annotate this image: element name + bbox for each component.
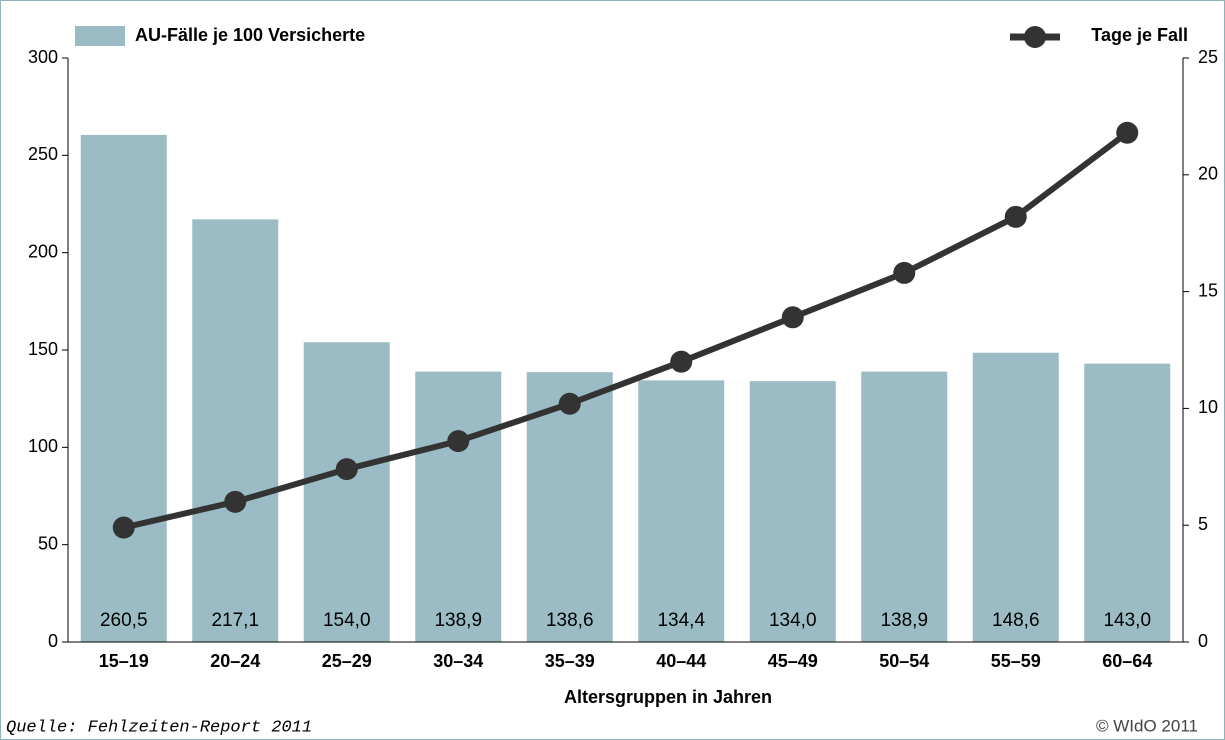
y2-tick-label: 0: [1198, 631, 1208, 651]
data-label: 217,1: [211, 610, 259, 631]
x-tick-label: 25–29: [322, 651, 372, 671]
bar: [861, 371, 948, 642]
bar: [1084, 363, 1171, 642]
x-axis-label: Altersgruppen in Jahren: [564, 687, 772, 707]
line-marker: [558, 392, 581, 415]
legend-label: Tage je Fall: [1091, 25, 1188, 45]
bar: [303, 342, 390, 642]
legend-marker: [1024, 26, 1046, 48]
data-label: 260,5: [100, 610, 148, 631]
legend-swatch: [75, 26, 125, 46]
line-marker: [893, 261, 916, 284]
line-marker: [224, 490, 247, 513]
data-label: 148,6: [992, 610, 1040, 631]
y-tick-label: 0: [48, 631, 58, 651]
data-label: 154,0: [323, 610, 371, 631]
bar: [749, 381, 836, 642]
data-label: 143,0: [1103, 610, 1151, 631]
data-label: 138,6: [546, 610, 594, 631]
x-tick-label: 40–44: [656, 651, 706, 671]
data-label: 138,9: [434, 610, 482, 631]
line-marker: [1004, 205, 1027, 228]
bar: [80, 134, 167, 643]
y2-tick-label: 15: [1198, 280, 1218, 300]
line-marker: [670, 350, 693, 373]
y-tick-label: 300: [28, 47, 58, 67]
x-tick-label: 35–39: [545, 651, 595, 671]
x-tick-label: 15–19: [99, 651, 149, 671]
y2-tick-label: 25: [1198, 47, 1218, 67]
x-tick-label: 60–64: [1102, 651, 1152, 671]
y-tick-label: 250: [28, 144, 58, 164]
bar: [972, 352, 1059, 642]
line-marker: [781, 306, 804, 329]
y-tick-label: 150: [28, 339, 58, 359]
line-marker: [447, 430, 470, 453]
legend-label: AU-Fälle je 100 Versicherte: [135, 25, 365, 45]
x-tick-label: 55–59: [991, 651, 1041, 671]
y-tick-label: 100: [28, 436, 58, 456]
credit: © WIdO 2011: [1096, 716, 1198, 735]
y2-tick-label: 5: [1198, 514, 1208, 534]
x-tick-label: 45–49: [768, 651, 818, 671]
line-marker: [335, 458, 358, 481]
data-label: 134,0: [769, 610, 817, 631]
x-tick-label: 50–54: [879, 651, 929, 671]
line: [123, 130, 1130, 531]
line-marker: [1116, 121, 1139, 144]
y2-tick-label: 10: [1198, 397, 1218, 417]
x-tick-label: 30–34: [433, 651, 483, 671]
line-marker: [112, 516, 135, 539]
x-tick-label: 20–24: [210, 651, 260, 671]
source: Quelle: Fehlzeiten-Report 2011: [6, 718, 312, 737]
bar: [192, 219, 279, 642]
y-tick-label: 50: [38, 533, 58, 553]
data-label: 138,9: [880, 610, 928, 631]
bar: [526, 372, 613, 642]
bar: [638, 380, 725, 642]
y2-tick-label: 20: [1198, 164, 1218, 184]
data-label: 134,4: [657, 610, 705, 631]
y-tick-label: 200: [28, 241, 58, 261]
bar: [415, 371, 502, 642]
